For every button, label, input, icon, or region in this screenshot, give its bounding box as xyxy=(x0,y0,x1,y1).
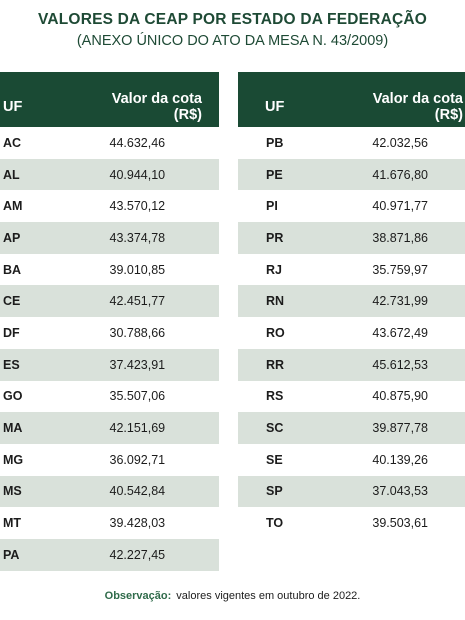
value-cell: 36.092,71 xyxy=(109,452,166,467)
value-cell: 42.032,56 xyxy=(372,135,428,150)
value-cell: 42.227,45 xyxy=(109,538,219,571)
table-row: PB 42.032,56 xyxy=(238,127,465,159)
table-row: MT 39.428,03 xyxy=(0,507,219,539)
column-header-value: Valor da cota (R$) xyxy=(351,72,465,127)
uf-cell: PB xyxy=(266,135,284,150)
table-row: AC 44.632,46 xyxy=(0,127,219,159)
table-row: AL 40.944,10 xyxy=(0,158,219,191)
uf-cell: SE xyxy=(266,452,283,467)
uf-cell: PR xyxy=(238,222,352,254)
uf-cell: SC xyxy=(238,412,352,444)
table-row: PA 42.227,45 xyxy=(0,538,219,571)
uf-cell: AC xyxy=(3,135,22,150)
table-left: UF Valor da cota (R$) AC 44.632,46 AL 40.94… xyxy=(0,72,219,571)
value-cell: 39.503,61 xyxy=(372,516,428,531)
uf-cell: PE xyxy=(238,158,352,191)
table-row: PI 40.971,77 xyxy=(238,190,465,222)
value-cell: 39.428,03 xyxy=(109,516,166,531)
table-row: BA 39.010,85 xyxy=(0,254,219,286)
uf-cell: AM xyxy=(3,199,23,214)
value-cell: 40.944,10 xyxy=(109,158,219,191)
value-cell: 35.759,97 xyxy=(372,262,428,277)
table-left-body: AC 44.632,46 AL 40.944,10 AM 43.570,12 AP 43.37… xyxy=(0,127,219,571)
value-cell: 40.971,77 xyxy=(372,199,428,214)
table-header-row: UF Valor da cota (R$) xyxy=(238,72,465,127)
uf-cell: TO xyxy=(266,516,284,531)
table-right: UF Valor da cota (R$) PB 42.032,56 PE 41.67… xyxy=(238,72,465,539)
table-row: GO 35.507,06 xyxy=(0,381,219,413)
footnote-text: valores vigentes em outubro de 2022. xyxy=(176,590,361,602)
table-row: SC 39.877,78 xyxy=(238,412,465,444)
value-cell: 43.672,49 xyxy=(372,325,428,340)
table-row: SE 40.139,26 xyxy=(238,444,465,476)
uf-cell: RJ xyxy=(266,262,282,277)
uf-cell: GO xyxy=(3,389,23,404)
table-row: RN 42.731,99 xyxy=(238,285,465,318)
value-cell: 43.570,12 xyxy=(109,199,166,214)
value-cell: 37.423,91 xyxy=(109,348,219,381)
table-row: RR 45.612,53 xyxy=(238,348,465,381)
table-row: RJ 35.759,97 xyxy=(238,254,465,286)
uf-cell: RO xyxy=(266,325,285,340)
value-cell: 45.612,53 xyxy=(351,348,465,381)
uf-cell: SP xyxy=(238,475,352,508)
table-right-body: PB 42.032,56 PE 41.676,80 PI 40.971,77 PR 38.87… xyxy=(238,127,465,539)
value-cell: 35.507,06 xyxy=(109,389,166,404)
uf-cell: MG xyxy=(3,452,24,467)
uf-cell: RR xyxy=(238,348,352,381)
table-row: RS 40.875,90 xyxy=(238,381,465,413)
value-cell: 41.676,80 xyxy=(351,158,465,191)
table-header-row: UF Valor da cota (R$) xyxy=(0,72,219,127)
value-cell: 40.139,26 xyxy=(372,452,428,467)
column-header-uf: UF xyxy=(0,72,110,127)
uf-cell: AP xyxy=(0,222,110,254)
value-cell: 39.877,78 xyxy=(351,412,465,444)
page-subtitle: (ANEXO ÚNICO DO ATO DA MESA N. 43/2009) xyxy=(76,33,389,49)
footnote-label: Observação: xyxy=(104,590,172,602)
column-header-value: Valor da cota (R$) xyxy=(109,72,219,127)
uf-cell: ES xyxy=(0,348,110,381)
uf-cell: MS xyxy=(0,475,110,508)
table-row: TO 39.503,61 xyxy=(238,507,465,539)
table-row: ES 37.423,91 xyxy=(0,348,219,381)
value-cell: 39.010,85 xyxy=(109,262,166,277)
uf-cell: RS xyxy=(266,389,284,404)
table-row: PR 38.871,86 xyxy=(238,222,465,254)
table-row: AM 43.570,12 xyxy=(0,190,219,222)
table-row: SP 37.043,53 xyxy=(238,475,465,508)
column-header-uf: UF xyxy=(238,72,352,127)
value-cell: 37.043,53 xyxy=(351,475,465,508)
uf-cell: PI xyxy=(266,199,278,214)
table-row: MA 42.151,69 xyxy=(0,412,219,444)
value-cell: 40.875,90 xyxy=(372,389,428,404)
table-row: AP 43.374,78 xyxy=(0,222,219,254)
value-cell: 43.374,78 xyxy=(109,222,219,254)
uf-cell: BA xyxy=(3,262,22,277)
footnote: Observação: valores vigentes em outubro d… xyxy=(0,590,465,602)
value-cell: 42.451,77 xyxy=(109,285,219,318)
table-row: RO 43.672,49 xyxy=(238,317,465,349)
uf-cell: AL xyxy=(0,158,110,191)
value-cell: 44.632,46 xyxy=(109,135,166,150)
uf-cell: RN xyxy=(238,285,352,318)
table-row: DF 30.788,66 xyxy=(0,317,219,349)
uf-cell: DF xyxy=(3,325,20,340)
page-title: VALORES DA CEAP POR ESTADO DA FEDERAÇÃO xyxy=(37,11,428,28)
table-row: CE 42.451,77 xyxy=(0,285,219,318)
value-cell: 30.788,66 xyxy=(109,325,166,340)
table-row: MS 40.542,84 xyxy=(0,475,219,508)
uf-cell: MA xyxy=(0,412,110,444)
value-cell: 42.151,69 xyxy=(109,412,219,444)
value-cell: 38.871,86 xyxy=(351,222,465,254)
value-cell: 40.542,84 xyxy=(109,475,219,508)
uf-cell: MT xyxy=(3,516,22,531)
table-row: PE 41.676,80 xyxy=(238,158,465,191)
uf-cell: CE xyxy=(0,285,110,318)
uf-cell: PA xyxy=(0,538,110,571)
value-cell: 42.731,99 xyxy=(351,285,465,318)
table-row: MG 36.092,71 xyxy=(0,444,219,476)
